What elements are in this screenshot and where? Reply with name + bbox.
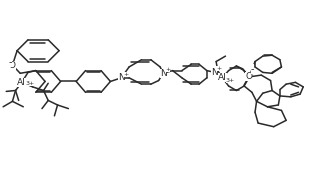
Text: +: + <box>165 67 170 72</box>
Text: -: - <box>8 57 12 68</box>
Text: O: O <box>245 72 252 81</box>
Text: +: + <box>123 72 128 77</box>
Text: +: + <box>216 66 222 71</box>
Text: 3+: 3+ <box>26 81 35 86</box>
Text: 3+: 3+ <box>226 77 235 83</box>
Text: Al: Al <box>218 73 227 82</box>
Text: N: N <box>211 68 218 77</box>
Text: O: O <box>9 61 16 70</box>
Text: -: - <box>251 64 254 74</box>
Text: N: N <box>160 69 167 78</box>
Text: Al: Al <box>17 78 26 87</box>
Text: N: N <box>118 73 125 82</box>
